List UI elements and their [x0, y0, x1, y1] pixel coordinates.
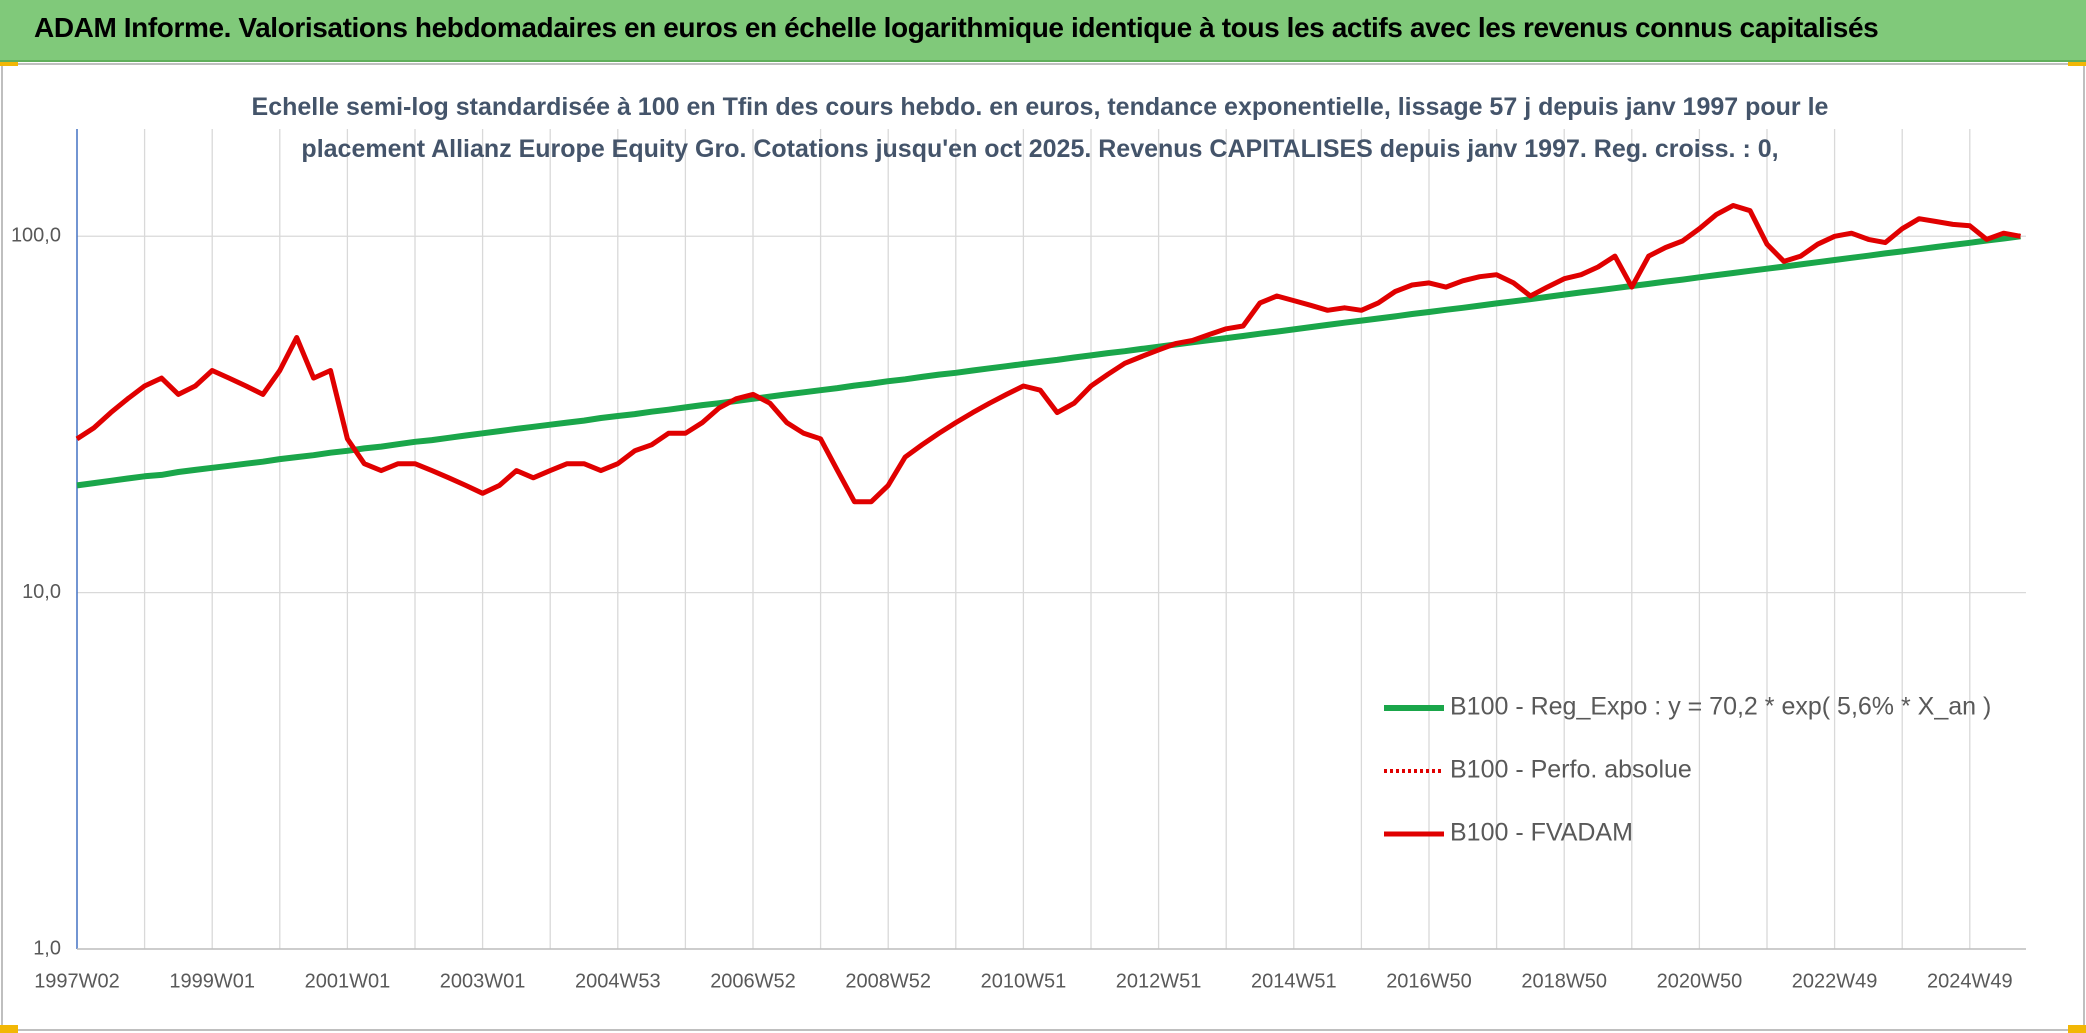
legend-label: B100 - Perfo. absolue — [1450, 756, 1692, 784]
chart-title: ADAM Informe. Valorisations hebdomadaire… — [34, 12, 1879, 43]
x-tick-label: 2012W51 — [1116, 970, 1202, 992]
legend-label: B100 - Reg_Expo : y = 70,2 * exp( 5,6% *… — [1450, 693, 1991, 721]
y-tick-label: 10,0 — [22, 581, 61, 603]
x-tick-label: 2018W50 — [1521, 970, 1607, 992]
series-line — [75, 203, 2021, 505]
header: ADAM Informe. Valorisations hebdomadaire… — [0, 0, 2086, 62]
subtitle-line: placement Allianz Europe Equity Gro. Cot… — [301, 135, 1779, 163]
x-tick-label: 2004W53 — [575, 970, 661, 992]
x-tick-label: 2022W49 — [1792, 970, 1878, 992]
series-line — [76, 233, 2021, 489]
subtitle: Echelle semi-log standardisée à 100 en T… — [240, 86, 1840, 170]
subtitle-line: Echelle semi-log standardisée à 100 en T… — [251, 93, 1829, 121]
x-tick-label: 1997W02 — [34, 970, 120, 992]
corner — [2068, 1025, 2086, 1033]
corner — [2068, 58, 2086, 66]
x-tick-label: 2006W52 — [710, 970, 796, 992]
y-tick-label: 100,0 — [11, 225, 61, 247]
x-tick-label: 2003W01 — [440, 970, 526, 992]
x-tick-label: 2010W51 — [981, 970, 1067, 992]
x-tick-label: 2020W50 — [1657, 970, 1743, 992]
series-line — [75, 203, 2021, 504]
x-tick-label: 2014W51 — [1251, 970, 1337, 992]
legend-label: B100 - FVADAM — [1450, 819, 1633, 847]
x-tick-label: 1999W01 — [169, 970, 255, 992]
corner — [0, 1025, 18, 1033]
x-tick-label: 2008W52 — [845, 970, 931, 992]
x-tick-label: 2016W50 — [1386, 970, 1472, 992]
x-tick-label: 2001W01 — [305, 970, 391, 992]
corner — [0, 58, 18, 66]
y-tick-label: 1,0 — [33, 937, 61, 959]
x-tick-label: 2024W49 — [1927, 970, 2013, 992]
frame — [1, 63, 2085, 1031]
